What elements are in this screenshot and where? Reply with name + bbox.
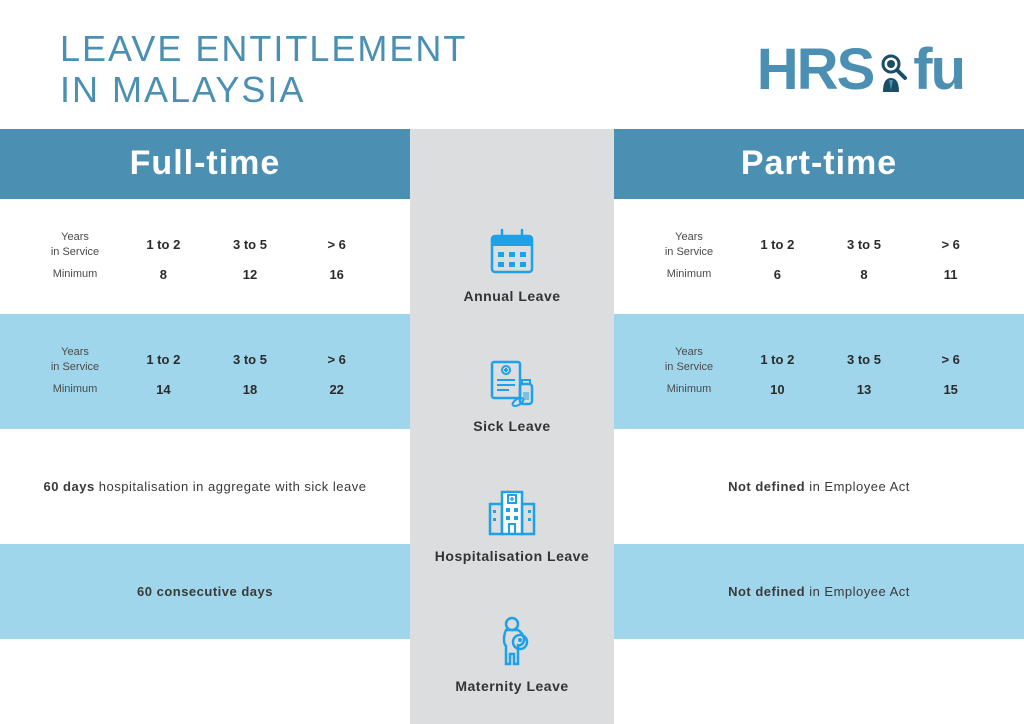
- cell: 11: [907, 267, 994, 282]
- years-label: Yearsin Service: [644, 230, 734, 259]
- content: Annual Leave Sick Leave: [0, 199, 1024, 639]
- col-header: > 6: [293, 352, 380, 367]
- min-label: Minimum: [30, 382, 120, 396]
- annual-parttime: Yearsin Service 1 to 2 3 to 5 > 6 Minimu…: [614, 199, 1024, 314]
- cell: 6: [734, 267, 821, 282]
- col-header: 3 to 5: [207, 352, 294, 367]
- col-header: > 6: [293, 237, 380, 252]
- annual-leave-section: Annual Leave: [410, 199, 614, 329]
- col-header: 1 to 2: [734, 352, 821, 367]
- col-header: 1 to 2: [734, 237, 821, 252]
- note-bold: Not defined: [728, 479, 805, 494]
- cell: 16: [293, 267, 380, 282]
- hosp-fulltime: 60 days hospitalisation in aggregate wit…: [0, 429, 410, 544]
- logo-hr: HR: [757, 36, 837, 103]
- sick-leave-label: Sick Leave: [473, 418, 550, 434]
- col-header: 1 to 2: [120, 237, 207, 252]
- mat-pt-note: Not defined in Employee Act: [728, 582, 910, 602]
- note-rest: in Employee Act: [805, 584, 910, 599]
- min-label: Minimum: [30, 267, 120, 281]
- min-label: Minimum: [644, 382, 734, 396]
- pregnant-icon: Maternity Leave: [455, 614, 568, 694]
- col-header: 3 to 5: [821, 237, 908, 252]
- table-row: Minimum 8 12 16: [30, 267, 380, 282]
- note-bold: 60 consecutive days: [137, 584, 273, 599]
- cell: 8: [120, 267, 207, 282]
- note-bold: Not defined: [728, 584, 805, 599]
- maternity-section: Maternity Leave: [410, 589, 614, 719]
- header: LEAVE ENTITLEMENT IN MALAYSIA HRS fu: [0, 0, 1024, 129]
- sick-leave-section: Sick Leave: [410, 329, 614, 459]
- page-title: LEAVE ENTITLEMENT IN MALAYSIA: [60, 28, 467, 111]
- sick-pt-table: Yearsin Service 1 to 2 3 to 5 > 6 Minimu…: [644, 337, 994, 405]
- table-row: Yearsin Service 1 to 2 3 to 5 > 6: [30, 345, 380, 374]
- hosp-ft-note: 60 days hospitalisation in aggregate wit…: [43, 477, 366, 497]
- mat-parttime: Not defined in Employee Act: [614, 544, 1024, 639]
- mat-fulltime: 60 consecutive days: [0, 544, 410, 639]
- annual-fulltime: Yearsin Service 1 to 2 3 to 5 > 6 Minimu…: [0, 199, 410, 314]
- logo-fu: fu: [913, 36, 964, 103]
- annual-pt-table: Yearsin Service 1 to 2 3 to 5 > 6 Minimu…: [644, 222, 994, 290]
- years-label: Yearsin Service: [30, 230, 120, 259]
- sick-fulltime: Yearsin Service 1 to 2 3 to 5 > 6 Minimu…: [0, 314, 410, 429]
- col-header: 3 to 5: [207, 237, 294, 252]
- cell: 18: [207, 382, 294, 397]
- col-header: > 6: [907, 352, 994, 367]
- cell: 15: [907, 382, 994, 397]
- years-label: Yearsin Service: [30, 345, 120, 374]
- parttime-label: Part-time: [614, 129, 1024, 199]
- cell: 12: [207, 267, 294, 282]
- note-bold: 60 days: [43, 479, 94, 494]
- table-row: Yearsin Service 1 to 2 3 to 5 > 6: [30, 230, 380, 259]
- logo: HRS fu: [757, 36, 964, 103]
- hospitalisation-section: Hospitalisation Leave: [410, 459, 614, 589]
- cell: 13: [821, 382, 908, 397]
- annual-leave-label: Annual Leave: [463, 288, 560, 304]
- logo-text: HRS fu: [757, 36, 964, 103]
- sick-ft-table: Yearsin Service 1 to 2 3 to 5 > 6 Minimu…: [30, 337, 380, 405]
- maternity-label: Maternity Leave: [455, 678, 568, 694]
- hospital-icon: Hospitalisation Leave: [435, 484, 589, 564]
- years-label: Yearsin Service: [644, 345, 734, 374]
- cell: 10: [734, 382, 821, 397]
- col-header: 3 to 5: [821, 352, 908, 367]
- mat-ft-note: 60 consecutive days: [137, 582, 273, 602]
- note-rest: in Employee Act: [805, 479, 910, 494]
- hospitalisation-label: Hospitalisation Leave: [435, 548, 589, 564]
- fulltime-label: Full-time: [0, 129, 410, 199]
- col-header: 1 to 2: [120, 352, 207, 367]
- cell: 14: [120, 382, 207, 397]
- person-magnifier-icon: [869, 45, 917, 93]
- title-line-1: LEAVE ENTITLEMENT: [60, 28, 467, 69]
- title-line-2: IN MALAYSIA: [60, 69, 305, 110]
- table-row: Yearsin Service 1 to 2 3 to 5 > 6: [644, 345, 994, 374]
- table-row: Minimum 10 13 15: [644, 382, 994, 397]
- hosp-parttime: Not defined in Employee Act: [614, 429, 1024, 544]
- calendar-icon: Annual Leave: [463, 224, 560, 304]
- table-row: Minimum 6 8 11: [644, 267, 994, 282]
- prescription-icon: Sick Leave: [473, 354, 550, 434]
- hosp-pt-note: Not defined in Employee Act: [728, 477, 910, 497]
- table-row: Yearsin Service 1 to 2 3 to 5 > 6: [644, 230, 994, 259]
- logo-s: S: [837, 36, 874, 103]
- note-rest: hospitalisation in aggregate with sick l…: [95, 479, 367, 494]
- center-column: Annual Leave Sick Leave: [410, 129, 614, 724]
- table-row: Minimum 14 18 22: [30, 382, 380, 397]
- col-header: > 6: [907, 237, 994, 252]
- min-label: Minimum: [644, 267, 734, 281]
- cell: 8: [821, 267, 908, 282]
- cell: 22: [293, 382, 380, 397]
- annual-ft-table: Yearsin Service 1 to 2 3 to 5 > 6 Minimu…: [30, 222, 380, 290]
- sick-parttime: Yearsin Service 1 to 2 3 to 5 > 6 Minimu…: [614, 314, 1024, 429]
